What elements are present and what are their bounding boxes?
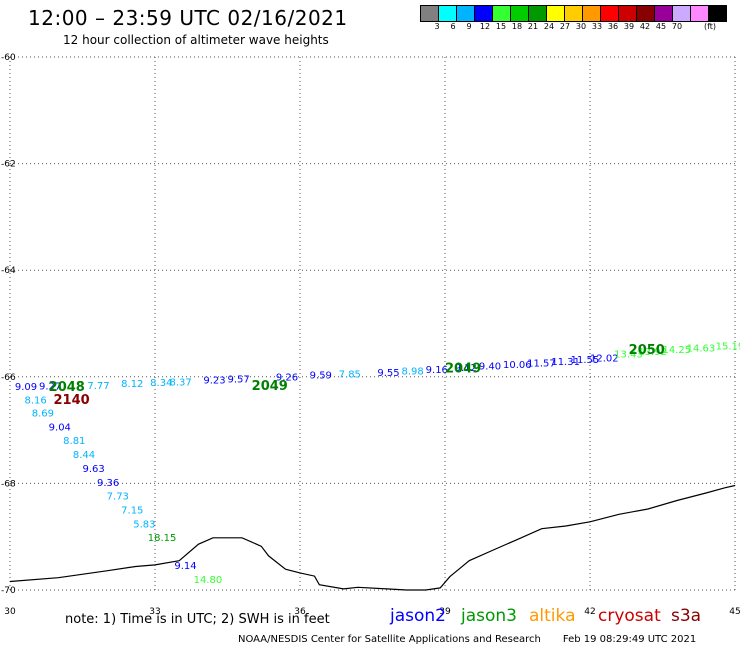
satellite-legend-item: jason2 xyxy=(390,606,446,626)
wave-height-label: 9.23 xyxy=(203,375,225,386)
wave-height-label: 9.16 xyxy=(426,365,448,376)
colorbar-swatch xyxy=(708,5,727,22)
wave-height-label: 9.09 xyxy=(15,382,37,393)
lon-tick-label: 42 xyxy=(584,607,595,617)
wave-height-label: 8.81 xyxy=(63,436,85,447)
wave-height-label: 11.55 xyxy=(571,355,600,366)
colorbar-label: 6 xyxy=(450,22,456,31)
colorbar-labels: 3 6 9 12 15 18 21 24 27 30 33 36 39 42 45 70 (ft) xyxy=(421,22,740,34)
lon-tick-label: 36 xyxy=(294,607,306,617)
wave-height-label: 11.31 xyxy=(551,357,580,368)
wave-height-label: 9.63 xyxy=(83,464,105,475)
lat-tick-label: -62 xyxy=(1,160,16,170)
colorbar-label: 15 xyxy=(495,22,507,31)
wave-height-label: 11.57 xyxy=(527,358,556,369)
satellite-legend-item: cryosat xyxy=(598,606,661,626)
wave-height-label: 8.69 xyxy=(32,409,54,420)
wave-height-label: 9.40 xyxy=(479,362,501,373)
wave-height-label: 9.12 xyxy=(455,363,477,374)
wave-height-label: 9.14 xyxy=(174,561,196,572)
colorbar-label: 30 xyxy=(575,22,587,31)
wave-height-label: 7.73 xyxy=(107,492,129,503)
wave-height-label: 5.83 xyxy=(133,519,155,530)
wave-height-label: 18.15 xyxy=(148,533,177,544)
colorbar-label: 39 xyxy=(623,22,635,31)
lon-tick-label: 45 xyxy=(729,607,740,617)
credit-line: NOAA/NESDIS Center for Satellite Applica… xyxy=(238,634,696,645)
wave-height-label: 7.15 xyxy=(121,506,143,517)
wave-height-label: 8.98 xyxy=(402,366,424,377)
pass-time-label: 2049 xyxy=(445,362,481,377)
wave-height-label: 10.06 xyxy=(503,360,532,371)
map-subtitle: 12 hour collection of altimeter wave hei… xyxy=(63,33,329,47)
wave-height-label: 14.80 xyxy=(194,575,223,586)
colorbar-unit: (ft) xyxy=(704,22,717,31)
wave-height-label: 9.59 xyxy=(310,371,332,382)
wave-height-label: 13.43 xyxy=(614,349,643,360)
credit-text: NOAA/NESDIS Center for Satellite Applica… xyxy=(238,634,541,645)
colorbar-label: 3 xyxy=(434,22,440,31)
colorbar-label: 9 xyxy=(466,22,472,31)
colorbar-label: 33 xyxy=(591,22,603,31)
wave-height-label: 9.26 xyxy=(276,372,298,383)
map-title: 12:00 – 23:59 UTC 02/16/2021 xyxy=(28,6,348,30)
generated-timestamp: Feb 19 08:29:49 UTC 2021 xyxy=(562,634,697,645)
colorbar-label: 36 xyxy=(607,22,619,31)
colorbar-label: 42 xyxy=(639,22,651,31)
colorbar-label: 24 xyxy=(543,22,555,31)
lon-tick-label: 30 xyxy=(4,607,16,617)
wave-height-label: 8.34 xyxy=(150,378,172,389)
wave-height-label: 12.02 xyxy=(590,354,619,365)
wave-height-label: 9.55 xyxy=(377,368,399,379)
wave-height-label: 8.12 xyxy=(121,379,143,390)
lat-tick-label: -66 xyxy=(1,373,16,383)
wave-height-label: 7.85 xyxy=(339,370,361,381)
colorbar xyxy=(420,5,727,22)
wave-height-label: 8.16 xyxy=(25,396,47,407)
wave-height-label: 7.77 xyxy=(87,381,109,392)
wave-height-label: 8.44 xyxy=(73,450,95,461)
footer-note: note: 1) Time is in UTC; 2) SWH is in fe… xyxy=(65,612,330,627)
wave-height-label: 13.92 xyxy=(638,347,667,358)
wave-height-label: 9.57 xyxy=(228,374,250,385)
lat-tick-label: -68 xyxy=(1,479,16,489)
colorbar-label: 18 xyxy=(511,22,523,31)
satellite-legend-item: jason3 xyxy=(461,606,517,626)
lon-tick-label: 39 xyxy=(439,607,451,617)
pass-time-label: 2049 xyxy=(252,379,288,394)
lon-tick-label: 33 xyxy=(149,607,160,617)
lat-tick-label: -60 xyxy=(1,53,16,63)
pass-time-label: 2050 xyxy=(629,343,665,358)
pass-time-label: 2140 xyxy=(54,393,90,408)
wave-height-label: 9.27 xyxy=(39,381,61,392)
lat-tick-label: -64 xyxy=(1,266,16,276)
wave-height-label: 14.25 xyxy=(663,345,692,356)
wave-height-label: 8.37 xyxy=(170,378,192,389)
satellite-legend-item: altika xyxy=(529,606,576,626)
wave-height-label: 15.19 xyxy=(716,341,740,352)
lat-tick-label: -70 xyxy=(1,586,16,596)
colorbar-label: 45 xyxy=(655,22,667,31)
colorbar-label: 27 xyxy=(559,22,571,31)
wave-height-label: 9.04 xyxy=(49,422,71,433)
pass-time-label: 2048 xyxy=(49,380,85,395)
colorbar-label: 70 xyxy=(671,22,683,31)
wave-height-label: 9.36 xyxy=(97,478,119,489)
satellite-legend-item: s3a xyxy=(671,606,702,626)
wave-height-label: 14.63 xyxy=(687,343,716,354)
coastline xyxy=(9,484,736,591)
colorbar-label: 12 xyxy=(479,22,491,31)
colorbar-label: 21 xyxy=(527,22,539,31)
